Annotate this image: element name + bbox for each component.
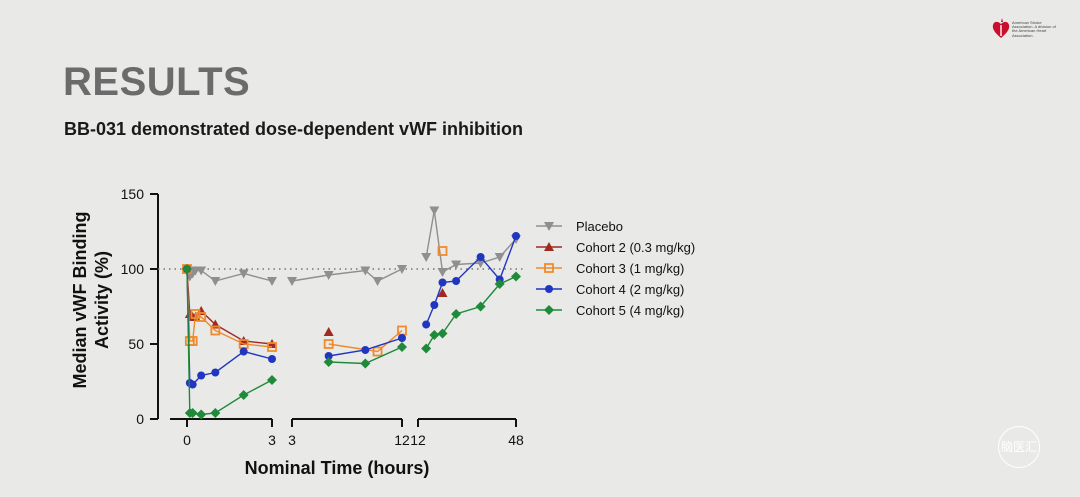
data-point-cohort2	[323, 327, 334, 336]
data-point-cohort4	[438, 278, 447, 287]
american-stroke-association-logo: American Stroke Association. A division …	[992, 18, 1062, 48]
data-point-cohort5	[267, 375, 277, 385]
data-point-cohort3	[196, 312, 207, 322]
data-point-cohort5	[475, 301, 486, 312]
heart-torch-icon	[992, 18, 1010, 38]
y-tick-label: 50	[128, 336, 144, 352]
data-point-cohort4	[430, 301, 439, 309]
data-point-placebo	[196, 266, 207, 276]
data-point-cohort4	[361, 346, 370, 354]
data-point-cohort5	[451, 309, 462, 319]
data-point-cohort4	[239, 347, 248, 356]
data-point-placebo	[494, 253, 505, 262]
data-point-cohort5	[437, 328, 448, 339]
y-axis-title-line: Median vWF Binding	[70, 212, 90, 389]
data-point-placebo	[429, 206, 440, 216]
data-point-cohort4	[268, 355, 276, 363]
data-point-placebo	[437, 268, 448, 277]
series-line-cohort3	[186, 268, 273, 348]
x-tick-label: 12	[394, 432, 410, 448]
data-point-cohort4	[188, 380, 197, 389]
data-point-cohort3	[190, 309, 201, 319]
slide-subtitle: BB-031 demonstrated dose-dependent vWF i…	[64, 119, 524, 139]
data-point-placebo	[287, 277, 297, 286]
data-point-cohort2	[437, 288, 448, 297]
data-point-placebo	[475, 259, 486, 268]
logo-text: American Stroke Association. A division …	[1012, 20, 1056, 38]
data-point-placebo	[267, 277, 277, 286]
data-point-cohort4	[398, 334, 406, 342]
legend-marker-cohort3	[544, 263, 554, 273]
data-point-cohort4	[422, 320, 431, 329]
data-point-cohort4	[452, 277, 461, 285]
data-point-cohort5	[187, 408, 198, 418]
x-tick-label: 0	[183, 432, 191, 448]
x-tick-label: 3	[268, 432, 276, 448]
data-point-cohort4	[211, 368, 220, 377]
data-point-placebo	[210, 277, 221, 286]
y-tick-label: 0	[136, 411, 144, 427]
data-point-cohort5	[511, 271, 521, 282]
data-point-cohort4	[512, 232, 520, 240]
y-tick-label: 150	[121, 186, 145, 202]
data-point-cohort5	[429, 330, 440, 340]
data-point-placebo	[397, 265, 407, 274]
series-line-cohort3	[328, 329, 403, 353]
data-point-cohort5	[210, 408, 221, 418]
data-point-cohort4	[476, 253, 485, 261]
data-point-placebo	[451, 260, 462, 270]
x-tick-label: 48	[508, 432, 524, 448]
x-axis-title: Nominal Time (hours)	[245, 458, 430, 478]
legend-label: Cohort 4 (2 mg/kg)	[576, 282, 684, 297]
data-point-cohort3	[210, 325, 221, 336]
data-point-cohort3	[372, 346, 383, 357]
legend-marker-cohort2	[544, 242, 554, 251]
data-point-placebo	[238, 269, 249, 279]
y-tick-label: 100	[121, 261, 145, 277]
data-point-placebo	[421, 253, 432, 262]
x-tick-label: 3	[288, 432, 296, 448]
legend-marker-cohort4	[545, 285, 553, 293]
data-point-cohort3	[267, 342, 277, 352]
legend-marker-cohort5	[544, 305, 554, 315]
series-line-placebo	[425, 210, 517, 274]
legend-marker-placebo	[544, 222, 554, 231]
data-point-cohort5	[494, 279, 505, 289]
data-point-cohort5	[323, 357, 334, 367]
y-axis-title-line: Activity (%)	[92, 251, 112, 349]
legend-label: Cohort 3 (1 mg/kg)	[576, 261, 684, 276]
data-point-cohort3	[437, 246, 448, 256]
legend-label: Placebo	[576, 219, 623, 234]
x-tick-label: 12	[410, 432, 426, 448]
data-point-cohort5	[196, 409, 207, 420]
y-axis-title: Median vWF Binding Activity (%)	[70, 212, 112, 389]
data-point-cohort5	[360, 358, 371, 369]
data-point-placebo	[360, 266, 371, 276]
data-point-placebo	[372, 277, 383, 286]
data-point-cohort4	[324, 352, 333, 360]
watermark-badge: 脑医汇	[998, 426, 1040, 468]
series-line-cohort5	[425, 275, 517, 349]
series-line-cohort5	[186, 268, 273, 416]
data-point-cohort5	[397, 342, 407, 352]
slide-title: RESULTS	[63, 60, 251, 104]
data-point-cohort4	[197, 371, 206, 380]
data-point-cohort5	[421, 343, 432, 354]
data-point-cohort5	[238, 390, 249, 400]
legend-label: Cohort 5 (4 mg/kg)	[576, 303, 684, 318]
data-point-placebo	[323, 271, 334, 280]
series-line-placebo	[291, 268, 403, 282]
series-line-cohort4	[186, 268, 273, 386]
data-point-cohort3	[323, 339, 334, 349]
series-line-cohort2	[186, 268, 273, 345]
legend-label: Cohort 2 (0.3 mg/kg)	[576, 240, 695, 255]
data-point-cohort5	[182, 264, 192, 274]
